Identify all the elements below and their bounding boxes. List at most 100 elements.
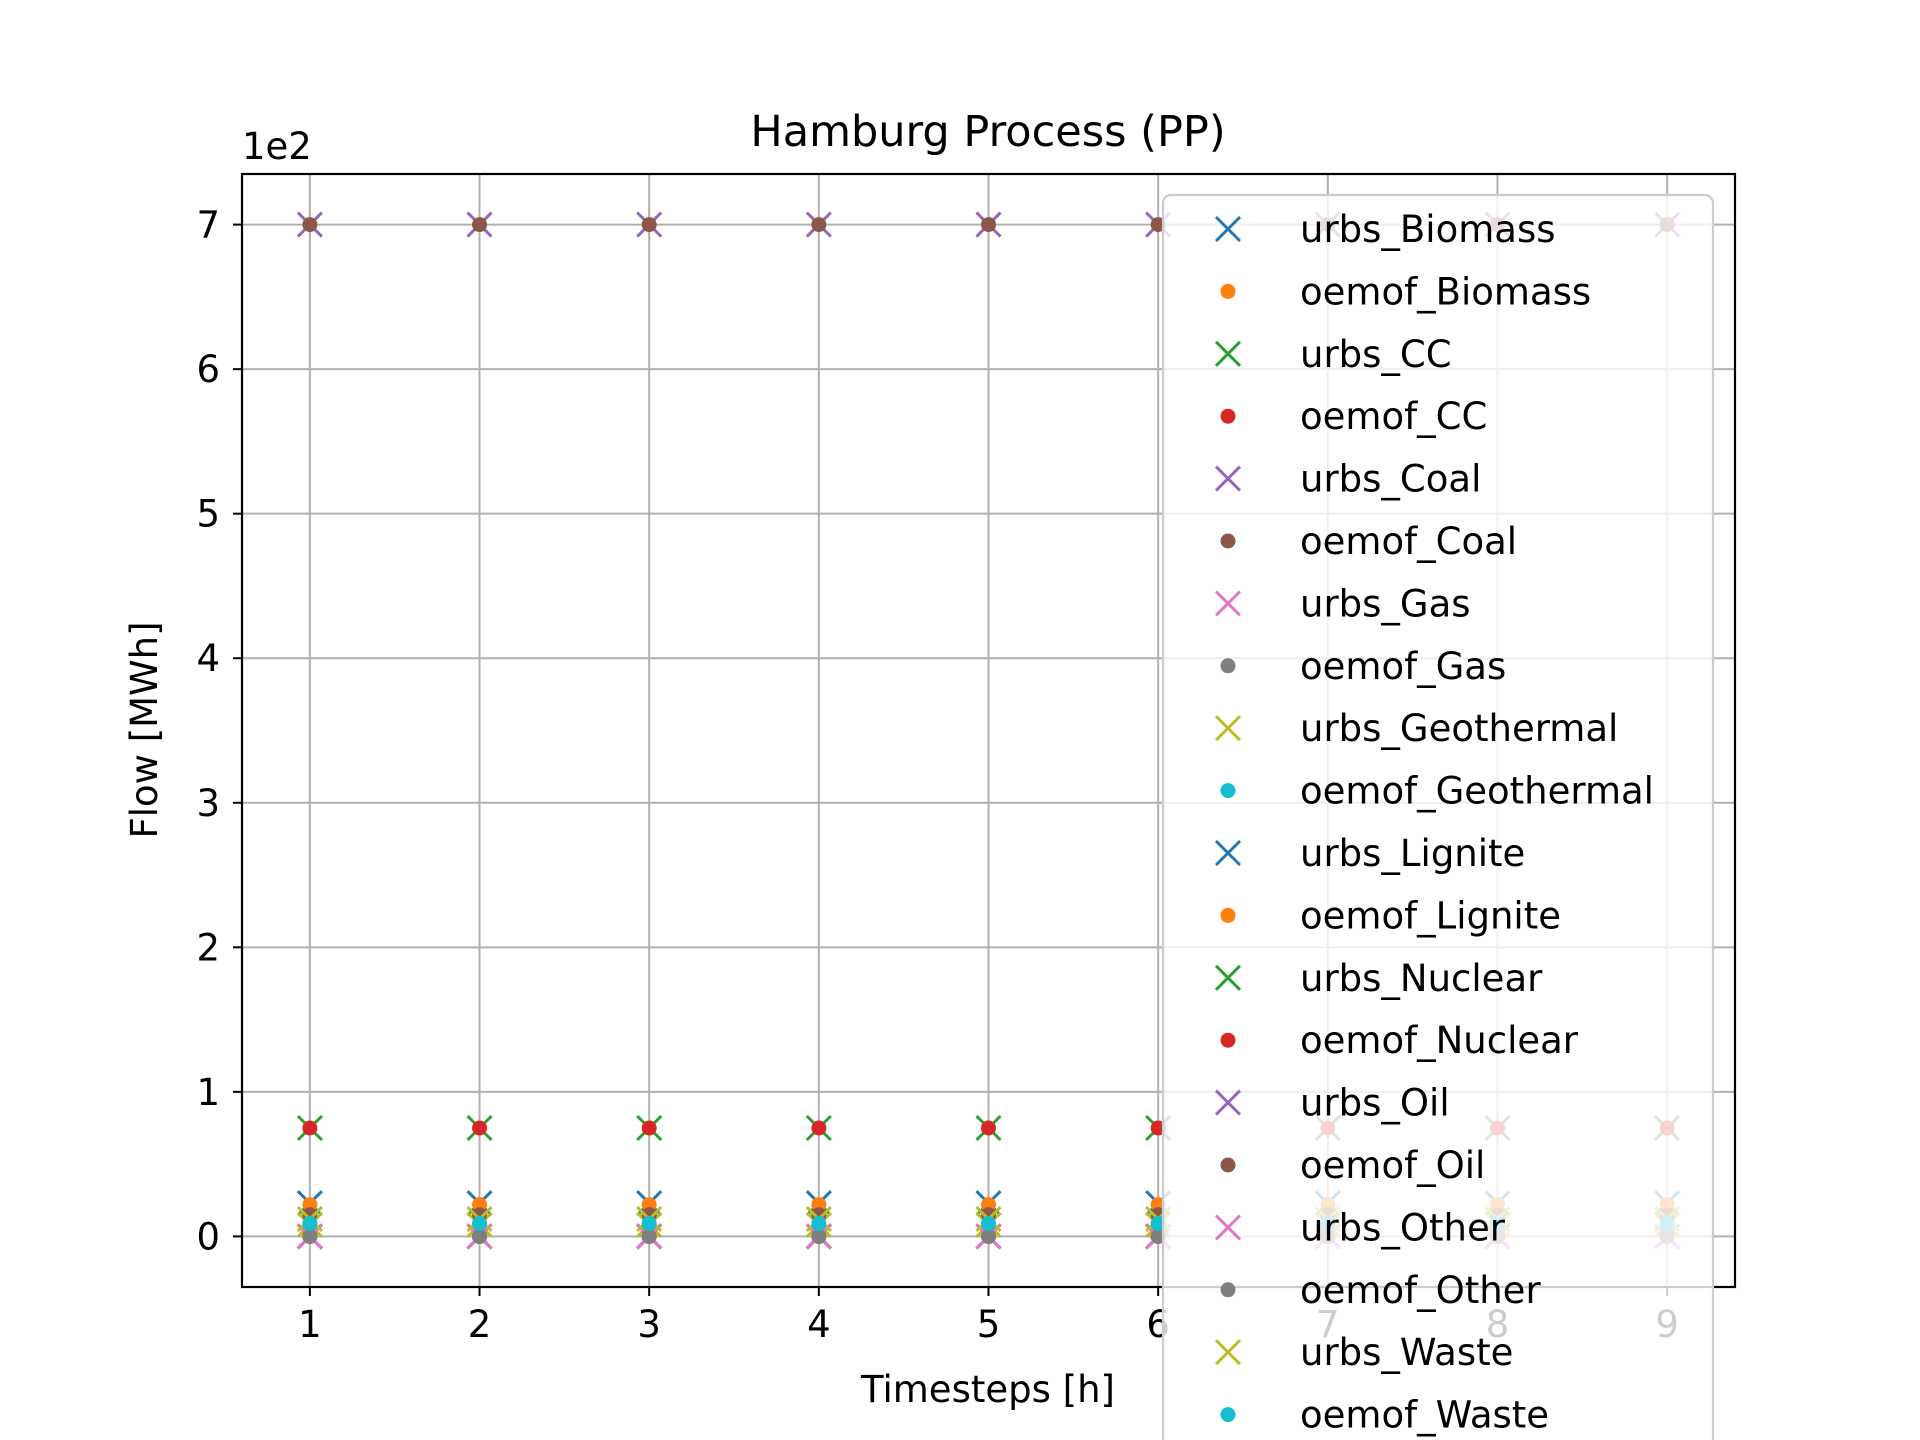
y-tick-label: 0: [196, 1215, 220, 1258]
data-point: [981, 217, 996, 233]
legend-item: urbs_Geothermal: [1214, 707, 1618, 750]
legend-label: oemof_Geothermal: [1300, 770, 1654, 813]
x-tick-label: 1: [298, 1303, 322, 1346]
legend-marker: [1220, 408, 1236, 424]
x-tick-label: 5: [977, 1303, 1001, 1346]
legend-item: urbs_Nuclear: [1214, 957, 1543, 1000]
legend-marker: [1220, 1282, 1236, 1298]
legend-label: oemof_Lignite: [1300, 894, 1561, 937]
legend-item: urbs_Gas: [1214, 582, 1471, 625]
legend-marker: [1214, 715, 1242, 742]
legend-label: oemof_Biomass: [1300, 270, 1591, 313]
legend-label: urbs_Lignite: [1300, 832, 1525, 875]
legend-marker: [1220, 783, 1236, 799]
legend-label: oemof_Other: [1300, 1269, 1541, 1312]
legend-item: oemof_Lignite: [1220, 894, 1561, 937]
legend-entries: urbs_Biomass oemof_Biomass urbs_CC oemof_CC…: [1214, 208, 1654, 1437]
legend-item: urbs_Other: [1214, 1206, 1506, 1249]
legend-marker: [1220, 1157, 1236, 1173]
legend-marker: [1220, 1407, 1236, 1423]
legend-item: oemof_Oil: [1220, 1144, 1485, 1187]
data-point: [641, 1120, 657, 1136]
legend-marker: [1220, 907, 1236, 923]
data-point: [811, 1120, 827, 1136]
data-point: [302, 1215, 318, 1231]
legend-marker: [1220, 658, 1236, 674]
data-point: [302, 217, 318, 233]
legend-item: urbs_Lignite: [1214, 832, 1525, 875]
legend-marker: [1214, 340, 1242, 367]
y-tick-label: 1: [196, 1071, 220, 1114]
legend-label: urbs_Biomass: [1300, 208, 1556, 251]
x-tick-label: 3: [637, 1303, 661, 1346]
legend-marker: [1214, 215, 1242, 243]
y-tick-label: 4: [196, 637, 220, 680]
x-tick-label: 4: [807, 1303, 831, 1346]
legend: urbs_Biomass oemof_Biomass urbs_CC oemof_CC…: [1161, 193, 1715, 1440]
legend-item: urbs_Oil: [1214, 1082, 1450, 1125]
legend-label: urbs_CC: [1300, 333, 1452, 376]
legend-label: oemof_Gas: [1300, 645, 1506, 688]
legend-label: oemof_Nuclear: [1300, 1019, 1579, 1062]
data-point: [472, 1120, 488, 1136]
legend-marker: [1220, 283, 1236, 299]
legend-box: [1161, 193, 1715, 1440]
x-axis-label: Timesteps [h]: [860, 1368, 1115, 1411]
legend-label: urbs_Coal: [1300, 458, 1481, 501]
data-point: [472, 1215, 488, 1231]
y-tick-label: 2: [196, 926, 220, 969]
legend-label: urbs_Other: [1300, 1206, 1506, 1249]
legend-item: urbs_Biomass: [1214, 208, 1556, 251]
data-point: [472, 217, 488, 233]
legend-item: oemof_Waste: [1220, 1394, 1549, 1437]
y-axis-ticks: 0 1 2 3 4 5 6 7: [196, 204, 242, 1258]
legend-label: urbs_Geothermal: [1300, 707, 1618, 750]
data-point: [981, 1120, 996, 1136]
chart-title: Hamburg Process (PP): [750, 107, 1225, 157]
legend-label: urbs_Oil: [1300, 1082, 1450, 1125]
legend-label: urbs_Nuclear: [1300, 957, 1543, 1000]
data-point: [981, 1215, 996, 1231]
legend-label: oemof_Oil: [1300, 1144, 1485, 1187]
y-tick-label: 3: [196, 782, 220, 825]
y-axis-offset-label: 1e2: [242, 125, 312, 168]
x-tick-label: 2: [468, 1303, 492, 1346]
legend-marker: [1214, 590, 1242, 617]
data-point: [641, 1215, 657, 1231]
y-axis-label: Flow [MWh]: [123, 621, 166, 838]
legend-label: oemof_Waste: [1300, 1394, 1549, 1437]
y-tick-label: 7: [196, 204, 220, 247]
data-point: [641, 1228, 657, 1244]
legend-item: oemof_Coal: [1220, 520, 1517, 563]
legend-item: oemof_CC: [1220, 395, 1487, 438]
legend-marker: [1214, 1214, 1242, 1241]
legend-marker: [1214, 465, 1242, 492]
data-point: [472, 1228, 488, 1244]
legend-item: urbs_Coal: [1214, 458, 1481, 501]
legend-marker: [1214, 1089, 1242, 1116]
legend-item: oemof_Gas: [1220, 645, 1506, 688]
data-point: [811, 1228, 827, 1244]
legend-item: oemof_Geothermal: [1220, 770, 1654, 813]
data-point: [811, 1215, 827, 1231]
legend-item: oemof_Other: [1220, 1269, 1541, 1312]
legend-marker: [1214, 1339, 1242, 1366]
legend-label: urbs_Waste: [1300, 1331, 1513, 1374]
data-point: [981, 1228, 996, 1244]
y-tick-label: 6: [196, 348, 220, 391]
legend-label: oemof_Coal: [1300, 520, 1517, 563]
legend-item: oemof_Nuclear: [1220, 1019, 1579, 1062]
legend-item: urbs_Waste: [1214, 1331, 1513, 1374]
data-point: [811, 217, 827, 233]
legend-marker: [1220, 1032, 1236, 1048]
legend-label: oemof_CC: [1300, 395, 1487, 438]
data-point: [641, 217, 657, 233]
legend-marker: [1214, 839, 1242, 867]
legend-marker: [1214, 964, 1242, 991]
legend-label: urbs_Gas: [1300, 582, 1471, 625]
y-tick-label: 5: [196, 493, 220, 536]
legend-item: urbs_CC: [1214, 333, 1452, 376]
data-point: [302, 1228, 318, 1244]
data-point: [302, 1120, 318, 1136]
